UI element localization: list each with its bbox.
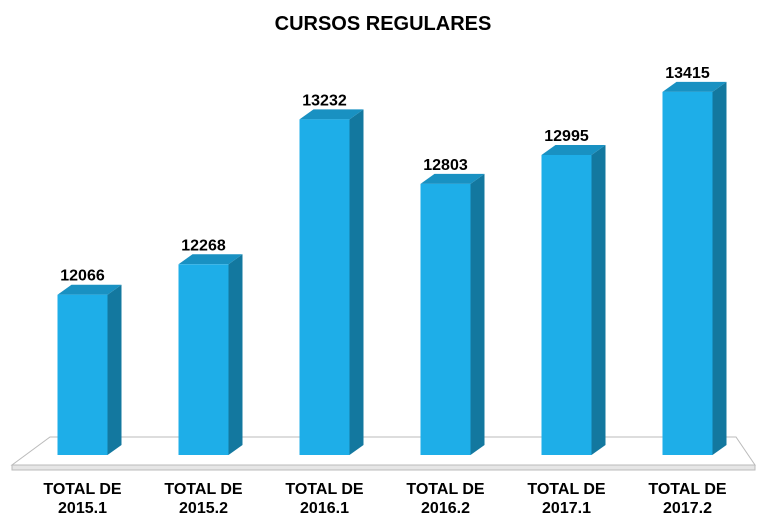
bar-front: [57, 294, 108, 455]
bar-top: [299, 109, 364, 120]
x-tick-label: TOTAL DE 2016.2: [406, 481, 485, 517]
chart-title: CURSOS REGULARES: [275, 13, 492, 35]
x-tick-label: TOTAL DE 2016.1: [285, 481, 364, 517]
x-tick-label: TOTAL DE 2015.2: [164, 481, 243, 517]
bar-side: [107, 284, 122, 455]
bar: [57, 284, 122, 455]
value-label: 12995: [544, 128, 589, 145]
bar-front: [662, 91, 713, 455]
bar: [662, 81, 727, 455]
bar-side: [591, 144, 606, 455]
bar-front: [178, 264, 229, 455]
floor-edge: [11, 464, 756, 471]
bar: [541, 144, 606, 455]
x-tick-label: TOTAL DE 2015.1: [43, 481, 122, 517]
bar-front: [299, 119, 350, 455]
bar-front: [420, 183, 471, 455]
bar-front: [541, 154, 592, 455]
bar-top: [541, 144, 606, 155]
bar: [420, 173, 485, 455]
bar-top: [420, 173, 485, 184]
bar: [178, 254, 243, 455]
bar-side: [228, 254, 243, 455]
value-label: 13415: [665, 65, 710, 82]
bar-side: [470, 173, 485, 455]
x-tick-label: TOTAL DE 2017.2: [648, 481, 727, 517]
floor: [10, 436, 756, 466]
value-label: 12066: [60, 268, 105, 285]
x-tick-label: TOTAL DE 2017.1: [527, 481, 606, 517]
bar-side: [349, 109, 364, 455]
value-label: 12803: [423, 157, 468, 174]
bar-top: [662, 81, 727, 92]
bar-top: [57, 284, 122, 295]
value-label: 13232: [302, 92, 347, 109]
value-label: 12268: [181, 237, 226, 254]
bar-top: [178, 254, 243, 265]
bar-side: [712, 81, 727, 455]
bar: [299, 109, 364, 455]
